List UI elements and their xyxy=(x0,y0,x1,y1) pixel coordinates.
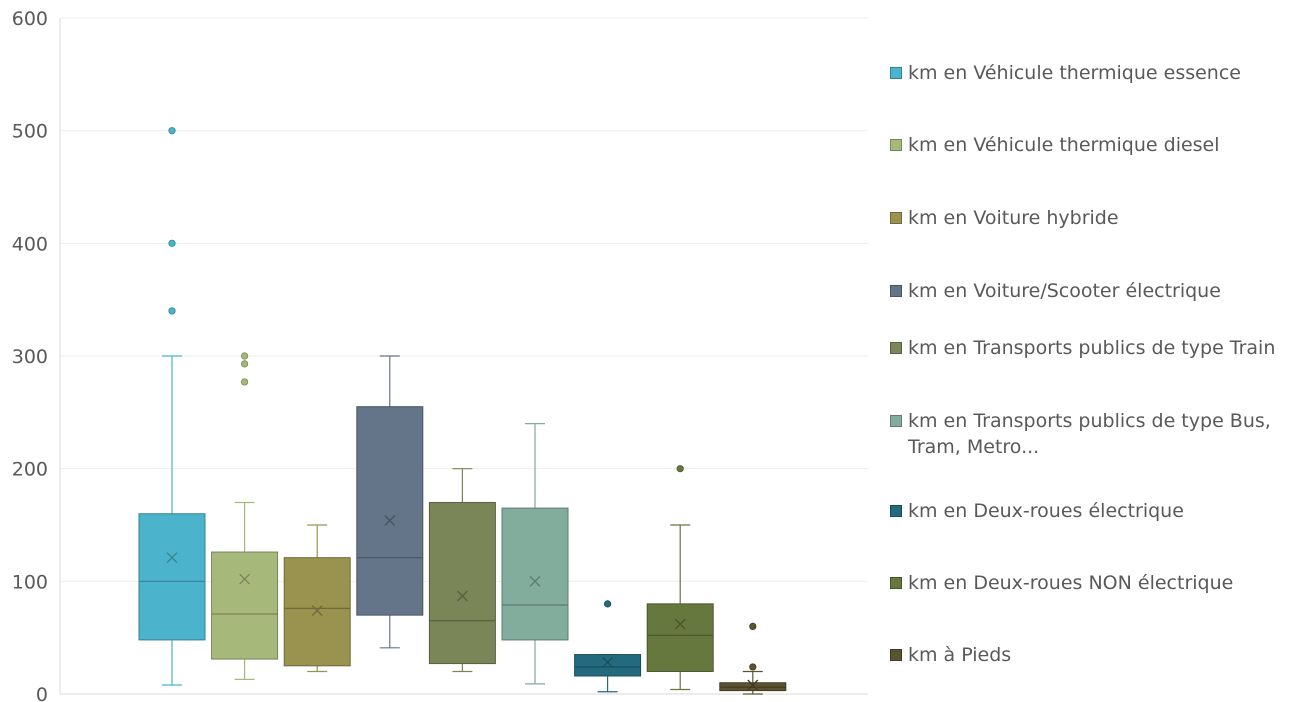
legend-item: km en Véhicule thermique diesel xyxy=(890,132,1288,158)
y-tick-label: 500 xyxy=(12,121,48,143)
legend-label: km en Véhicule thermique diesel xyxy=(908,134,1220,156)
legend-item: km en Deux-roues électrique xyxy=(890,498,1288,524)
outlier-point xyxy=(749,622,757,631)
mean-marker xyxy=(529,575,541,587)
legend-label: km en Deux-roues électrique xyxy=(908,500,1184,522)
legend-label: km en Transports publics de type Bus, Tr… xyxy=(908,410,1271,458)
box-iqr xyxy=(356,406,424,616)
legend-item: km en Transports publics de type Train xyxy=(890,335,1288,361)
gridlines xyxy=(60,17,868,582)
y-tick-label: 100 xyxy=(12,571,48,593)
outlier-point xyxy=(168,239,176,247)
legend-item: km à Pieds xyxy=(890,642,1288,668)
legend-swatch xyxy=(890,212,902,224)
legend-item: km en Transports publics de type Bus, Tr… xyxy=(890,408,1288,460)
outlier-point xyxy=(603,600,612,608)
mean-marker xyxy=(674,618,686,630)
legend-swatch xyxy=(890,342,902,354)
mean-marker xyxy=(456,590,468,602)
mean-marker xyxy=(747,679,759,691)
box-5 xyxy=(428,468,496,673)
box-6 xyxy=(501,423,569,685)
box-iqr xyxy=(138,513,206,641)
outlier-point xyxy=(241,378,249,386)
legend-label: km en Deux-roues NON électrique xyxy=(908,572,1234,594)
box-iqr xyxy=(428,501,496,665)
mean-marker xyxy=(166,552,178,564)
y-tick-label: 400 xyxy=(12,233,48,255)
y-tick-label: 200 xyxy=(12,459,48,481)
box-iqr xyxy=(574,654,642,677)
box-8 xyxy=(646,465,714,691)
mean-marker xyxy=(239,573,251,585)
legend-label: km en Voiture hybride xyxy=(908,207,1119,229)
box-9 xyxy=(719,622,787,695)
legend-swatch xyxy=(890,67,902,79)
box-7 xyxy=(574,600,642,693)
y-tick-label: 300 xyxy=(12,346,48,368)
legend-label: km en Véhicule thermique essence xyxy=(908,62,1241,84)
legend-item: km en Véhicule thermique essence xyxy=(890,60,1288,86)
legend-label: km à Pieds xyxy=(908,644,1012,666)
box-iqr xyxy=(646,603,714,672)
box-2 xyxy=(211,352,279,680)
outlier-point xyxy=(241,360,249,368)
legend-swatch xyxy=(890,139,902,151)
legend-label: km en Voiture/Scooter électrique xyxy=(908,280,1221,302)
outlier-point xyxy=(241,352,249,360)
box-1 xyxy=(138,127,206,686)
outlier-point xyxy=(168,307,176,315)
y-tick-label: 600 xyxy=(12,8,48,30)
legend-swatch xyxy=(890,577,902,589)
legend-swatch xyxy=(890,649,902,661)
legend-item: km en Voiture hybride xyxy=(890,205,1288,231)
outlier-point xyxy=(749,663,757,671)
box-plots xyxy=(138,127,787,695)
box-iqr xyxy=(283,557,351,667)
legend-swatch xyxy=(890,505,902,517)
box-iqr xyxy=(501,507,569,641)
mean-marker xyxy=(602,656,614,668)
legend-item: km en Voiture/Scooter électrique xyxy=(890,278,1288,304)
legend-swatch xyxy=(890,285,902,297)
outlier-point xyxy=(168,127,176,135)
legend-label: km en Transports publics de type Train xyxy=(908,337,1276,359)
y-axis: 0 100 200 300 400 500 600 xyxy=(12,8,868,702)
mean-marker xyxy=(311,605,323,617)
box-4 xyxy=(356,355,424,649)
legend-swatch xyxy=(890,415,902,427)
outlier-point xyxy=(676,465,684,473)
y-tick-label: 0 xyxy=(36,684,48,702)
mean-marker xyxy=(384,515,396,526)
box-3 xyxy=(283,524,351,673)
box-iqr xyxy=(211,551,279,660)
legend-item: km en Deux-roues NON électrique xyxy=(890,570,1288,596)
